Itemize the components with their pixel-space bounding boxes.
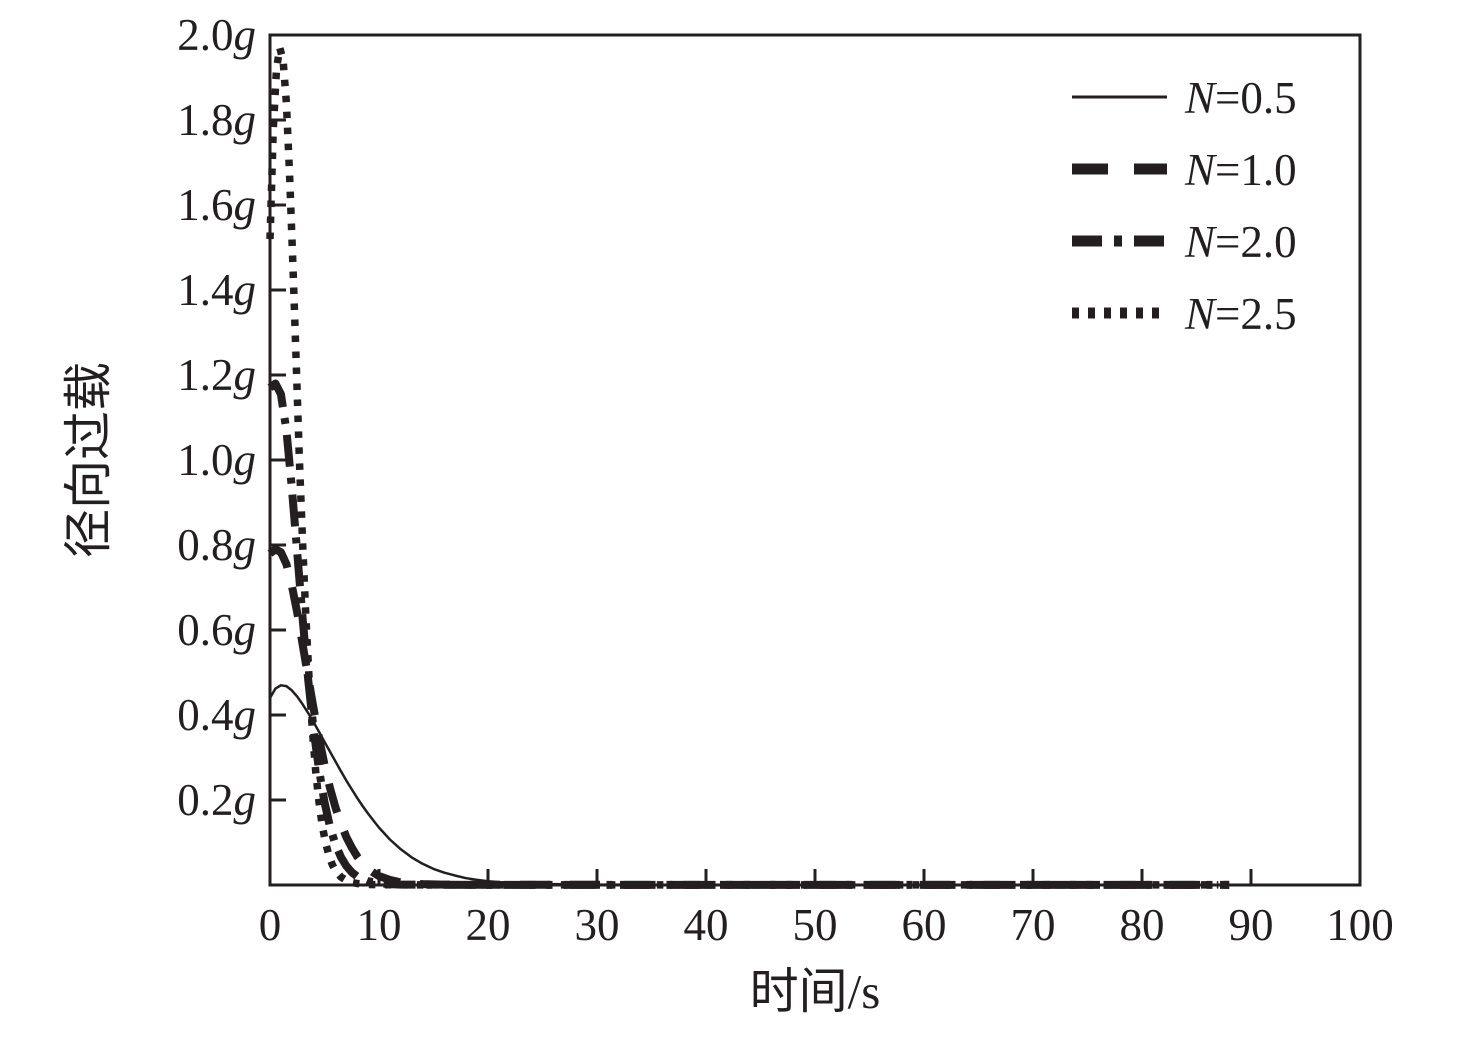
y-axis-title: 径向过载 bbox=[61, 362, 116, 558]
curve-N-2.0 bbox=[267, 379, 1230, 889]
legend-label: N=0.5 bbox=[1184, 73, 1297, 123]
curve-N-0.5 bbox=[268, 684, 1360, 887]
y-tick-label: 1.2g bbox=[177, 350, 256, 400]
x-tick-label: 70 bbox=[1011, 900, 1056, 950]
legend-label: N=2.5 bbox=[1184, 289, 1297, 339]
y-tick-label: 1.4g bbox=[177, 265, 256, 315]
y-tick-label: 1.6g bbox=[177, 180, 256, 230]
x-tick-label: 20 bbox=[466, 900, 511, 950]
x-tick-label: 50 bbox=[793, 900, 838, 950]
curve-N-2.5 bbox=[266, 44, 1219, 889]
x-tick-label: 60 bbox=[902, 900, 947, 950]
x-tick-label: 10 bbox=[357, 900, 402, 950]
x-tick-label: 100 bbox=[1326, 900, 1394, 950]
y-tick-label: 0.8g bbox=[177, 520, 256, 570]
x-tick-label: 90 bbox=[1229, 900, 1274, 950]
x-tick-label: 30 bbox=[575, 900, 620, 950]
y-tick-label: 0.4g bbox=[177, 690, 256, 740]
x-tick-label: 80 bbox=[1120, 900, 1165, 950]
y-tick-label: 1.0g bbox=[177, 435, 256, 485]
x-axis-title: 时间/s bbox=[750, 964, 881, 1019]
x-tick-label: 40 bbox=[684, 900, 729, 950]
y-tick-label: 0.6g bbox=[177, 605, 256, 655]
y-tick-label: 0.2g bbox=[177, 775, 256, 825]
y-tick-label: 1.8g bbox=[177, 95, 256, 145]
curve-N-1.0 bbox=[267, 545, 1230, 889]
legend-label: N=1.0 bbox=[1184, 145, 1297, 195]
y-tick-label: 2.0g bbox=[177, 10, 256, 60]
x-tick-label: 0 bbox=[259, 900, 282, 950]
legend-label: N=2.0 bbox=[1184, 217, 1297, 267]
